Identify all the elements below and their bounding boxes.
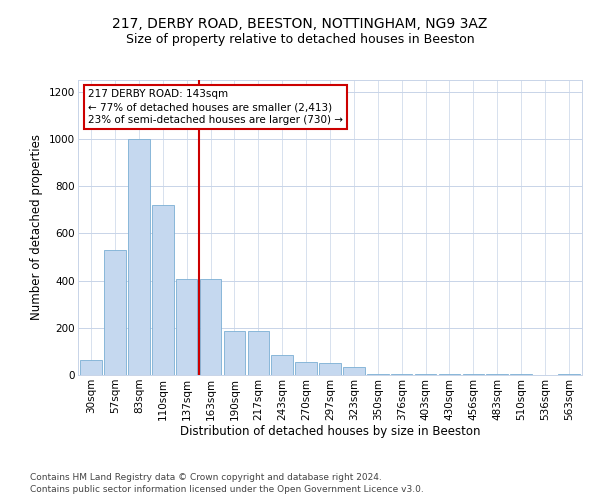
Bar — [463, 374, 484, 375]
Bar — [176, 280, 197, 375]
Text: Size of property relative to detached houses in Beeston: Size of property relative to detached ho… — [125, 32, 475, 46]
Bar — [367, 374, 389, 375]
Bar — [319, 363, 341, 375]
Bar — [487, 374, 508, 375]
Bar — [415, 374, 436, 375]
Bar — [104, 250, 126, 375]
Bar — [511, 374, 532, 375]
Text: Contains HM Land Registry data © Crown copyright and database right 2024.: Contains HM Land Registry data © Crown c… — [30, 472, 382, 482]
Bar — [224, 332, 245, 375]
Bar — [343, 366, 365, 375]
Bar — [439, 374, 460, 375]
Bar — [295, 362, 317, 375]
Bar — [248, 332, 269, 375]
Bar — [152, 205, 173, 375]
Bar — [200, 280, 221, 375]
Text: Contains public sector information licensed under the Open Government Licence v3: Contains public sector information licen… — [30, 485, 424, 494]
Bar — [271, 355, 293, 375]
X-axis label: Distribution of detached houses by size in Beeston: Distribution of detached houses by size … — [180, 426, 480, 438]
Bar — [80, 360, 102, 375]
Bar — [558, 374, 580, 375]
Bar — [391, 374, 412, 375]
Text: 217 DERBY ROAD: 143sqm
← 77% of detached houses are smaller (2,413)
23% of semi-: 217 DERBY ROAD: 143sqm ← 77% of detached… — [88, 89, 343, 125]
Text: 217, DERBY ROAD, BEESTON, NOTTINGHAM, NG9 3AZ: 217, DERBY ROAD, BEESTON, NOTTINGHAM, NG… — [112, 18, 488, 32]
Bar — [128, 139, 149, 375]
Y-axis label: Number of detached properties: Number of detached properties — [31, 134, 43, 320]
